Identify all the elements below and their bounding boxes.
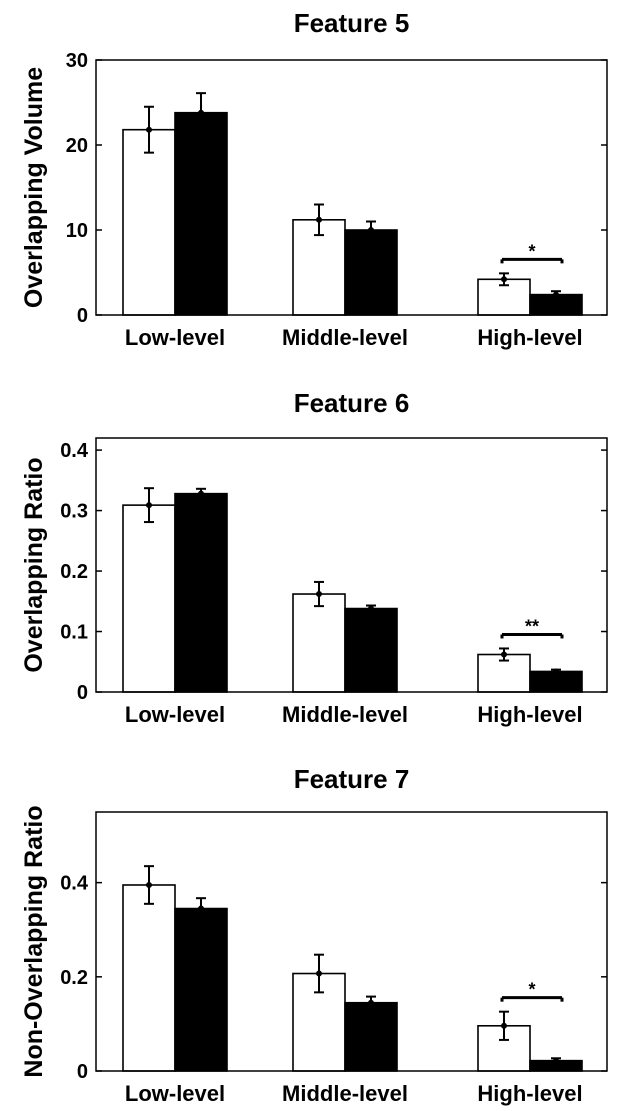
error-bar xyxy=(314,580,324,608)
y-axis-label: Overlapping Volume xyxy=(20,67,48,308)
y-axis-label: Overlapping Ratio xyxy=(20,457,48,672)
error-bar xyxy=(196,897,206,920)
chart-title: Feature 5 xyxy=(294,8,410,38)
bar-low-level-s1 xyxy=(122,128,176,316)
mean-marker xyxy=(198,905,204,912)
mean-marker xyxy=(501,1022,507,1029)
x-category-label: Low-level xyxy=(125,702,225,727)
error-bar xyxy=(499,272,509,287)
error-bar xyxy=(499,1010,509,1041)
axes-frame xyxy=(95,437,608,693)
bar-low-level-s1 xyxy=(122,884,176,1072)
mean-marker xyxy=(501,276,507,283)
mean-marker xyxy=(316,216,322,223)
error-bar xyxy=(551,1057,561,1064)
y-tick-label: 0 xyxy=(77,305,88,327)
y-tick-label: 0.2 xyxy=(60,561,88,583)
y-tick-label: 0 xyxy=(77,682,88,704)
error-bar xyxy=(551,290,561,299)
mean-marker xyxy=(146,126,152,133)
error-bar xyxy=(144,865,154,905)
chart-title: Feature 7 xyxy=(294,764,410,794)
y-tick-label: 30 xyxy=(66,50,88,72)
x-category-label: High-level xyxy=(477,1081,582,1106)
mean-marker xyxy=(368,605,374,612)
y-axis-label: Non-Overlapping Ratio xyxy=(20,805,48,1077)
mean-marker xyxy=(368,227,374,233)
error-bar xyxy=(499,647,509,662)
chart-title: Feature 6 xyxy=(294,388,410,418)
bar-middle-level-s2 xyxy=(344,1001,398,1072)
error-bar xyxy=(196,92,206,134)
mean-marker xyxy=(146,881,152,888)
y-tick-label: 0 xyxy=(77,1061,88,1083)
bar-low-level-s2 xyxy=(174,907,228,1072)
significance-bracket xyxy=(500,257,564,264)
y-tick-label: 0.1 xyxy=(60,622,88,644)
significance-bracket xyxy=(500,996,564,1002)
y-tick-label: 0.2 xyxy=(60,967,88,989)
mean-marker xyxy=(501,651,507,658)
significance-label: * xyxy=(528,241,535,261)
error-bar xyxy=(366,220,376,240)
error-bar xyxy=(144,105,154,154)
y-tick-label: 10 xyxy=(66,220,88,242)
mean-marker xyxy=(368,999,374,1006)
bar-low-level-s2 xyxy=(174,111,228,316)
bar-high-level-s2 xyxy=(529,670,583,693)
error-bar xyxy=(551,668,561,675)
mean-marker xyxy=(316,970,322,977)
mean-marker xyxy=(146,502,152,509)
y-tick-label: 20 xyxy=(66,135,88,157)
significance-bracket xyxy=(500,632,564,639)
error-bar xyxy=(366,604,376,613)
chart-panel-1: Feature 5 Overlapping Volume * 0 10 20 30 Low-l… xyxy=(20,8,608,350)
bar-low-level-s1 xyxy=(122,504,176,693)
significance-label: * xyxy=(528,980,535,1000)
y-tick-label: 0.4 xyxy=(60,440,89,462)
x-category-label: Middle-level xyxy=(282,325,408,350)
x-category-label: Middle-level xyxy=(282,702,408,727)
mean-marker xyxy=(553,668,559,675)
bar-middle-level-s2 xyxy=(344,229,398,316)
mean-marker xyxy=(198,109,204,116)
axes-frame xyxy=(95,811,608,1072)
axes-frame xyxy=(95,59,608,316)
chart-panel-2: Feature 6 Overlapping Ratio ** 0 0.1 0.2 0.3 0.… xyxy=(20,388,608,727)
error-bar xyxy=(144,487,154,524)
bar-low-level-s2 xyxy=(174,492,228,693)
x-category-label: Middle-level xyxy=(282,1081,408,1106)
mean-marker xyxy=(553,1057,559,1064)
x-category-label: Low-level xyxy=(125,325,225,350)
chart-panel-3: Feature 7 Non-Overlapping Ratio * 0 0.2 0.4 Lo… xyxy=(20,764,608,1106)
mean-marker xyxy=(553,291,559,298)
error-bar xyxy=(366,995,376,1010)
error-bar xyxy=(314,203,324,237)
x-category-label: High-level xyxy=(477,702,582,727)
bar-middle-level-s1 xyxy=(292,593,346,693)
significance-label: ** xyxy=(525,616,539,636)
x-category-label: High-level xyxy=(477,325,582,350)
x-category-label: Low-level xyxy=(125,1081,225,1106)
bar-middle-level-s2 xyxy=(344,607,398,693)
y-tick-label: 0.3 xyxy=(60,501,88,523)
y-tick-label: 0.4 xyxy=(60,873,89,895)
mean-marker xyxy=(316,591,322,598)
mean-marker xyxy=(198,490,204,497)
error-bar xyxy=(196,487,206,500)
error-bar xyxy=(314,953,324,994)
